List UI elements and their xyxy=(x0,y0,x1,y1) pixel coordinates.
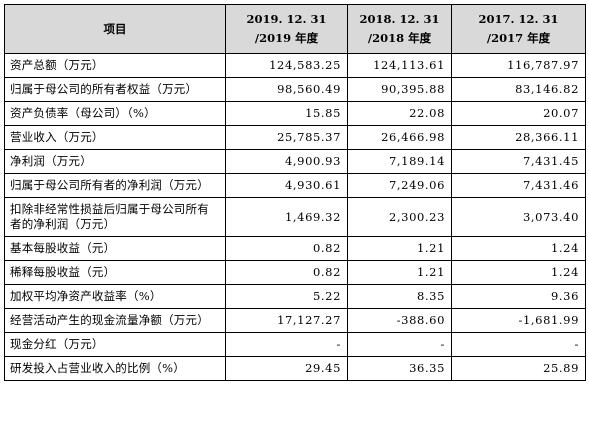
row-value-2019: 0.82 xyxy=(225,260,348,285)
table-row: 研发投入占营业收入的比例（%） 29.45 36.35 25.89 xyxy=(4,356,586,381)
row-value-2019: 5.22 xyxy=(225,284,348,309)
row-value-2017: 25.89 xyxy=(451,356,586,381)
table-row: 归属于母公司所有者的净利润（万元） 4,930.61 7,249.06 7,43… xyxy=(4,173,586,198)
header-date: 2018. 12. 31 xyxy=(359,12,440,26)
table-row: 营业收入（万元） 25,785.37 26,466.98 28,366.11 xyxy=(4,125,586,150)
row-value-2017: 7,431.45 xyxy=(451,149,586,174)
row-value-2017: 7,431.46 xyxy=(451,173,586,198)
row-value-2019: 17,127.27 xyxy=(225,308,348,333)
header-item: 项目 xyxy=(4,4,226,54)
row-label: 基本每股收益（元） xyxy=(4,236,226,261)
row-value-2019: 4,930.61 xyxy=(225,173,348,198)
row-value-2017: 9.36 xyxy=(451,284,586,309)
row-value-2019: 98,560.49 xyxy=(225,77,348,102)
row-label: 资产总额（万元） xyxy=(4,53,226,78)
row-value-2017: 28,366.11 xyxy=(451,125,586,150)
header-date: 2019. 12. 31 xyxy=(246,12,327,26)
table-row: 资产负债率（母公司）（%） 15.85 22.08 20.07 xyxy=(4,101,586,126)
row-label: 现金分红（万元） xyxy=(4,332,226,357)
row-label: 归属于母公司的所有者权益（万元） xyxy=(4,77,226,102)
table-row: 经营活动产生的现金流量净额（万元） 17,127.27 -388.60 -1,6… xyxy=(4,308,586,333)
row-value-2018: 36.35 xyxy=(347,356,452,381)
row-value-2018: 1.21 xyxy=(347,236,452,261)
table-row: 现金分红（万元） - - - xyxy=(4,332,586,357)
row-value-2017: 1.24 xyxy=(451,236,586,261)
header-year: /2017 年度 xyxy=(486,31,551,45)
table-row: 加权平均净资产收益率（%） 5.22 8.35 9.36 xyxy=(4,284,586,309)
row-value-2017: 3,073.40 xyxy=(451,197,586,237)
table-header-row: 项目 2019. 12. 31 /2019 年度 2018. 12. 31 /2… xyxy=(4,4,586,54)
row-value-2019: 25,785.37 xyxy=(225,125,348,150)
row-value-2017: 20.07 xyxy=(451,101,586,126)
row-value-2018: 8.35 xyxy=(347,284,452,309)
row-value-2019: 4,900.93 xyxy=(225,149,348,174)
row-value-2017: 83,146.82 xyxy=(451,77,586,102)
header-period-2018: 2018. 12. 31 /2018 年度 xyxy=(347,4,452,54)
row-value-2019: 15.85 xyxy=(225,101,348,126)
row-label: 净利润（万元） xyxy=(4,149,226,174)
row-value-2018: 7,189.14 xyxy=(347,149,452,174)
table-row: 稀释每股收益（元） 0.82 1.21 1.24 xyxy=(4,260,586,285)
row-value-2017: 1.24 xyxy=(451,260,586,285)
row-value-2019: - xyxy=(225,332,348,357)
table-row: 基本每股收益（元） 0.82 1.21 1.24 xyxy=(4,236,586,261)
row-label: 经营活动产生的现金流量净额（万元） xyxy=(4,308,226,333)
header-year: /2019 年度 xyxy=(254,31,319,45)
row-value-2019: 0.82 xyxy=(225,236,348,261)
financial-indicators-table: 项目 2019. 12. 31 /2019 年度 2018. 12. 31 /2… xyxy=(4,4,586,381)
row-value-2017: 116,787.97 xyxy=(451,53,586,78)
row-value-2017: -1,681.99 xyxy=(451,308,586,333)
row-value-2019: 29.45 xyxy=(225,356,348,381)
row-value-2018: 2,300.23 xyxy=(347,197,452,237)
table-row: 资产总额（万元） 124,583.25 124,113.61 116,787.9… xyxy=(4,53,586,78)
row-label: 研发投入占营业收入的比例（%） xyxy=(4,356,226,381)
header-year: /2018 年度 xyxy=(367,31,432,45)
row-value-2018: 22.08 xyxy=(347,101,452,126)
table-row: 归属于母公司的所有者权益（万元） 98,560.49 90,395.88 83,… xyxy=(4,77,586,102)
row-value-2018: - xyxy=(347,332,452,357)
row-label: 稀释每股收益（元） xyxy=(4,260,226,285)
row-value-2019: 1,469.32 xyxy=(225,197,348,237)
header-date: 2017. 12. 31 xyxy=(478,12,559,26)
row-value-2018: -388.60 xyxy=(347,308,452,333)
header-period-2019: 2019. 12. 31 /2019 年度 xyxy=(225,4,348,54)
table-row: 扣除非经常性损益后归属于母公司所有者的净利润（万元） 1,469.32 2,30… xyxy=(4,197,586,237)
row-label: 加权平均净资产收益率（%） xyxy=(4,284,226,309)
row-label: 营业收入（万元） xyxy=(4,125,226,150)
row-value-2018: 26,466.98 xyxy=(347,125,452,150)
row-value-2018: 124,113.61 xyxy=(347,53,452,78)
table-row: 净利润（万元） 4,900.93 7,189.14 7,431.45 xyxy=(4,149,586,174)
row-value-2018: 7,249.06 xyxy=(347,173,452,198)
header-period-2017: 2017. 12. 31 /2017 年度 xyxy=(451,4,586,54)
row-value-2019: 124,583.25 xyxy=(225,53,348,78)
row-label: 扣除非经常性损益后归属于母公司所有者的净利润（万元） xyxy=(4,197,226,237)
row-value-2018: 90,395.88 xyxy=(347,77,452,102)
row-label: 资产负债率（母公司）（%） xyxy=(4,101,226,126)
row-label: 归属于母公司所有者的净利润（万元） xyxy=(4,173,226,198)
row-value-2018: 1.21 xyxy=(347,260,452,285)
row-value-2017: - xyxy=(451,332,586,357)
